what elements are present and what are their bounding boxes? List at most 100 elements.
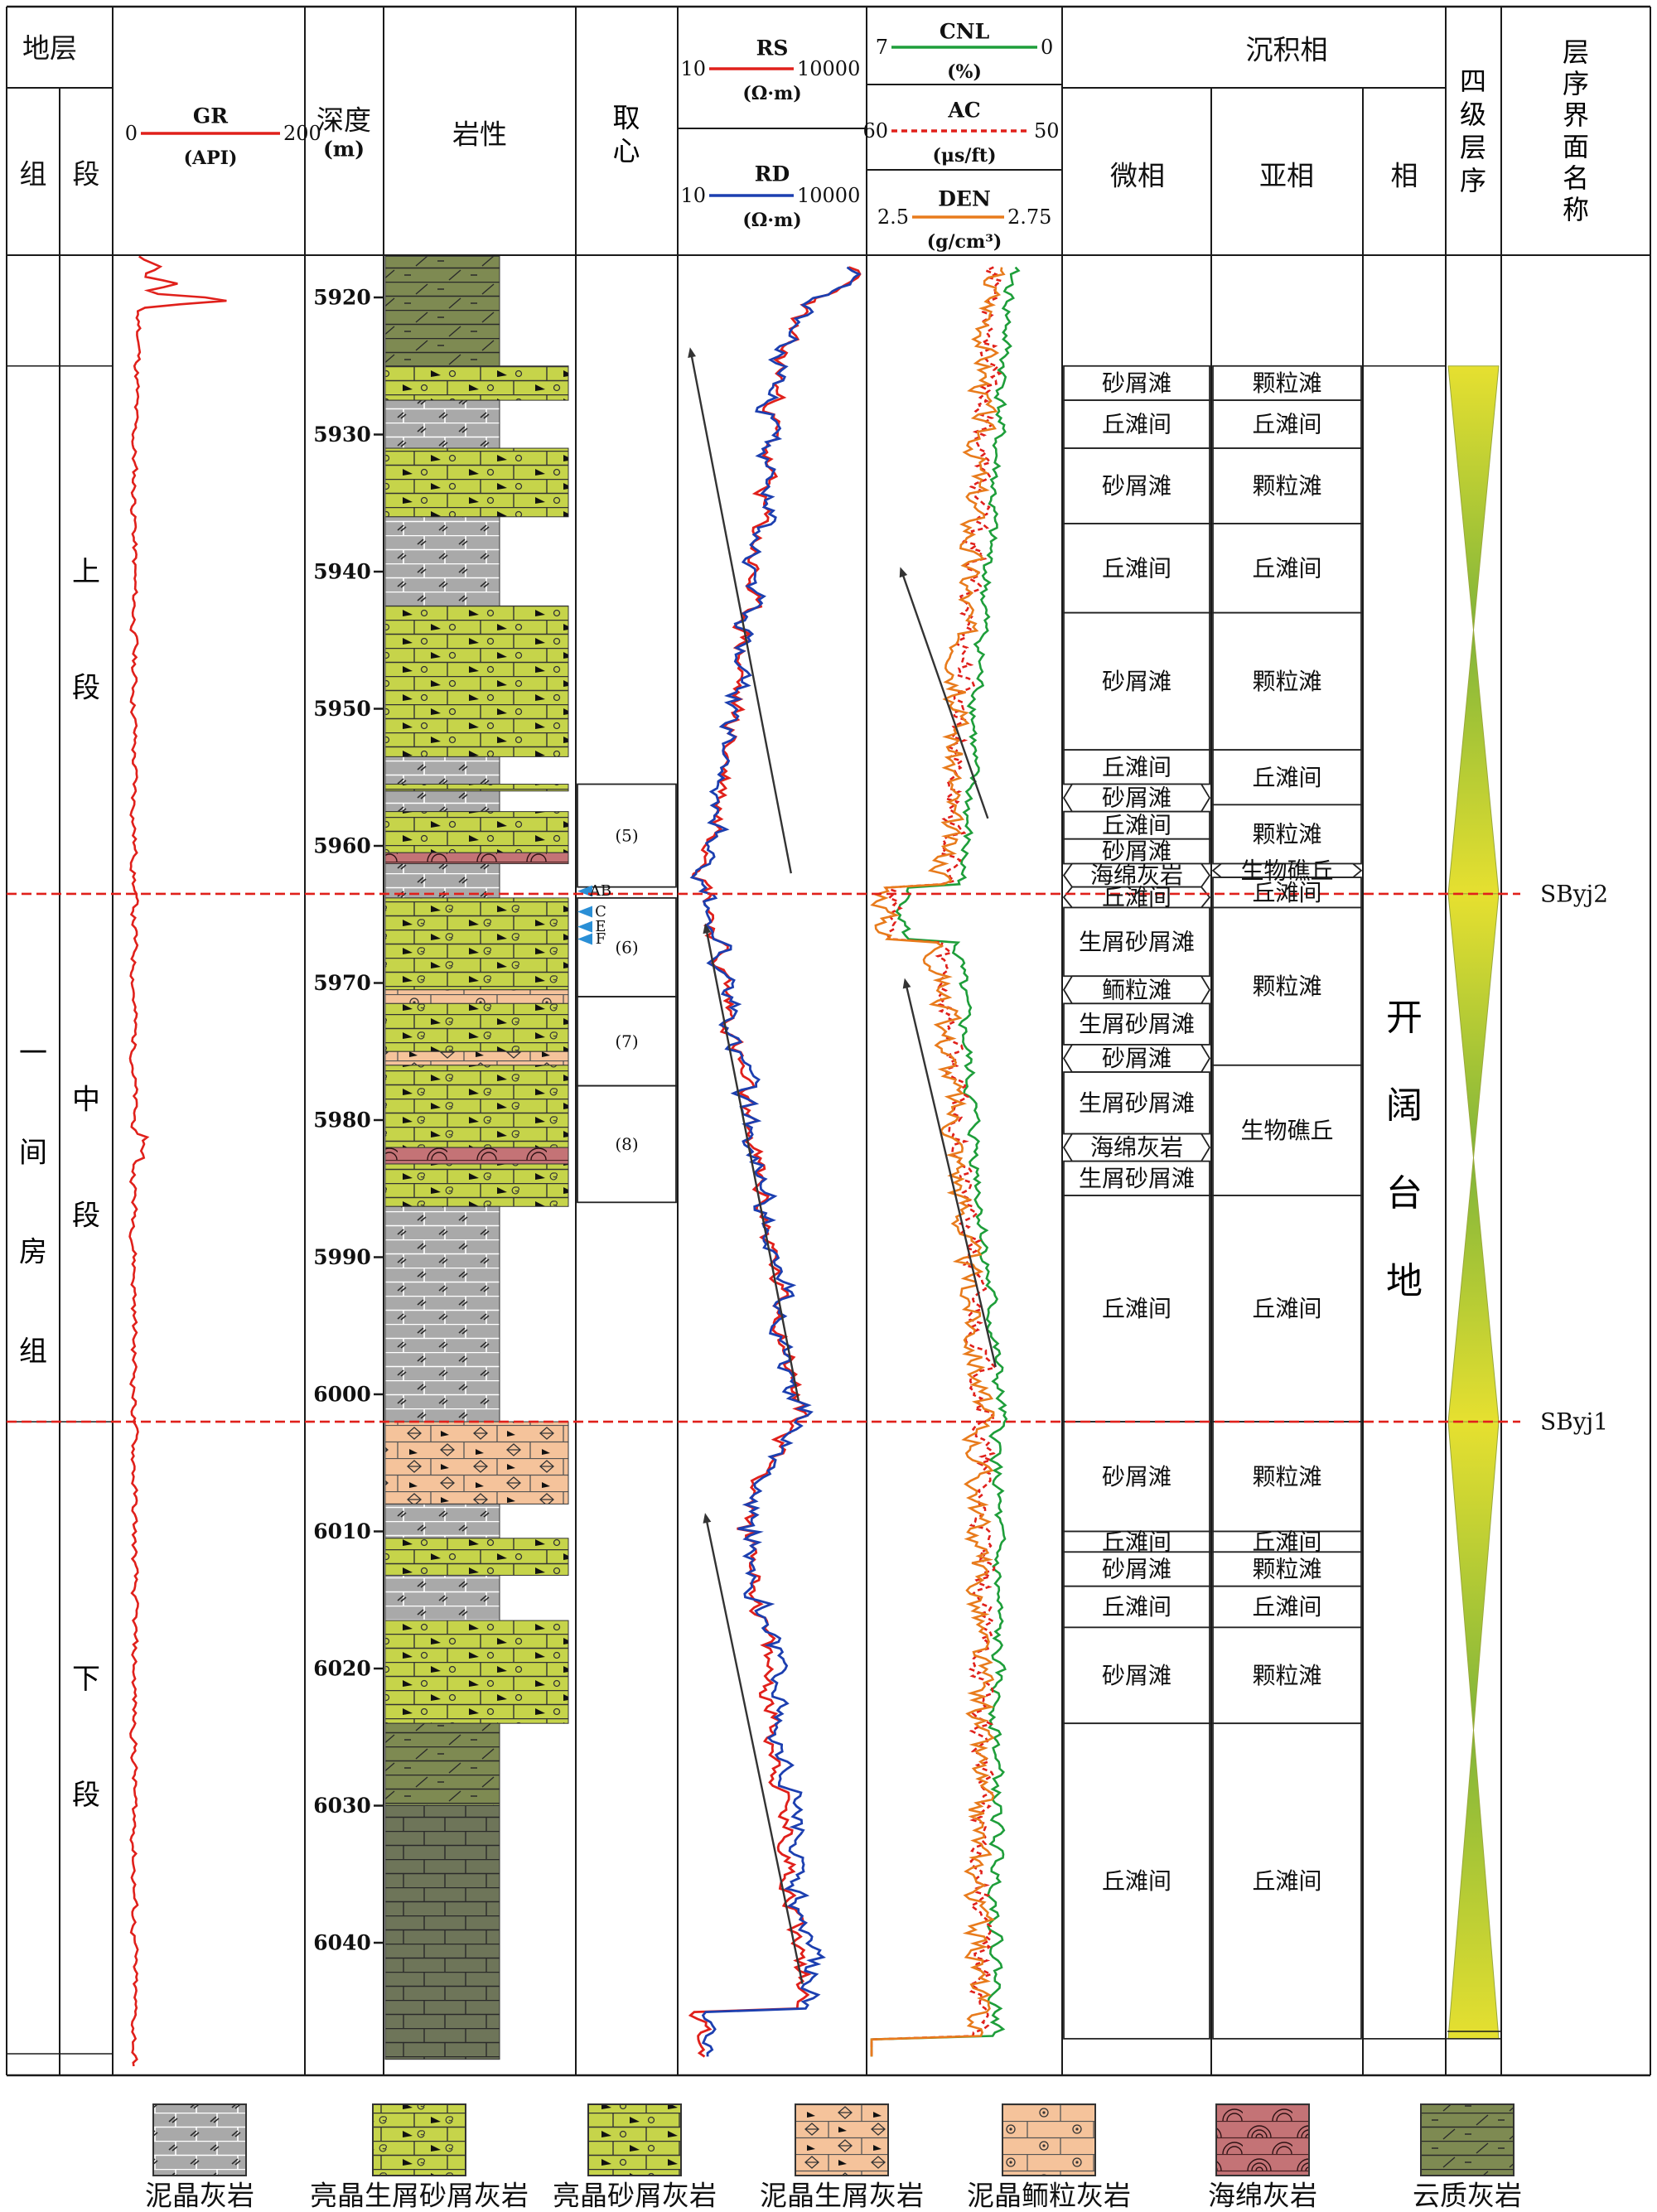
lithology-bed-micrite: [384, 516, 500, 606]
legend-label: 亮晶生屑砂屑灰岩: [310, 2180, 529, 2212]
depth-tick-label: 5940: [313, 560, 371, 584]
core-label: (8): [615, 1134, 638, 1154]
curve-max-ac: 50: [1034, 119, 1060, 142]
depth-tick-label: 5990: [313, 1245, 371, 1269]
core-label: (7): [615, 1031, 638, 1051]
lithology-bed-grainstone: [384, 1620, 569, 1724]
formation-name-char: 一: [19, 1036, 47, 1070]
lithology-bed-micrite: [384, 863, 500, 899]
member-name-char: 段: [72, 1200, 100, 1233]
curve-min-gr: 0: [125, 122, 138, 145]
curve-unit-gr: (API): [184, 147, 238, 169]
subfacies-label: 颗粒滩: [1252, 1463, 1321, 1490]
header-boundary-name-char: 称: [1563, 194, 1589, 225]
legend-swatch-micrite: [152, 2103, 247, 2176]
subfacies-label: 颗粒滩: [1252, 973, 1321, 1000]
lithology-bed-dolomitic_dark: [384, 1805, 500, 2060]
microfacies-label: 丘滩间: [1102, 884, 1171, 911]
depth-tick-label: 6040: [313, 1931, 371, 1955]
curve-unit-ac: (μs/ft): [933, 145, 997, 167]
subfacies-label: 丘滩间: [1252, 554, 1321, 582]
member-name-char: 中: [72, 1084, 100, 1117]
header-boundary-name-char: 界: [1563, 99, 1589, 131]
header-boundary-name-char: 名: [1563, 162, 1589, 194]
subfacies-cell: [1212, 749, 1362, 806]
trend-arrow: [902, 978, 997, 1368]
microfacies-label: 砂屑滩: [1102, 838, 1171, 865]
formation-name-char: 间: [19, 1136, 47, 1169]
core-label: (6): [615, 937, 638, 957]
lithology-bed-dolomitic: [384, 255, 500, 367]
subfacies-label: 颗粒滩: [1252, 1662, 1321, 1689]
den-curve: [870, 267, 1006, 2057]
ac-curve: [870, 266, 1004, 2057]
depth-tick-label: 6020: [313, 1657, 371, 1681]
header-stratum: 地层: [22, 32, 77, 65]
lithology-bed-bio_micrite: [384, 1050, 569, 1066]
sequence-cycle: [1447, 893, 1500, 1422]
curve-name-rd: RD: [755, 162, 790, 186]
lithology-bed-grainstone: [384, 365, 569, 401]
subfacies-cell: [1212, 611, 1362, 751]
lithology-bed-micrite: [384, 1205, 500, 1422]
microfacies-label: 丘滩间: [1102, 812, 1171, 839]
curve-min-ac: 60: [862, 119, 888, 142]
curve-min-rs: 10: [680, 57, 706, 80]
header-depth: 深度: [316, 104, 371, 137]
legend-label: 泥晶鲕粒灰岩: [967, 2180, 1131, 2212]
trend-arrow: [703, 1513, 804, 1984]
lithology-bed-dolomitic: [384, 1722, 500, 1806]
lithology-bed-oolite: [384, 989, 569, 1004]
curve-name-cnl: CNL: [940, 20, 990, 44]
subfacies-label: 丘滩间: [1252, 411, 1321, 438]
lithology-bed-micrite: [384, 1574, 500, 1621]
curve-unit-rs: (Ω·m): [742, 83, 801, 104]
facies-name-char: 台: [1386, 1172, 1423, 1215]
curve-unit-den: (g/cm³): [927, 231, 1002, 253]
legend-swatch-bio_micrite: [795, 2103, 889, 2176]
subfacies-label: 丘滩间: [1252, 879, 1321, 906]
header-coring: 取心: [613, 102, 640, 167]
sequence-cycle: [1447, 1421, 1500, 2040]
trend-arrow: [899, 567, 989, 819]
microfacies-cell: [1063, 1071, 1210, 1135]
core-sample-label: E: [595, 918, 606, 935]
core-interval: [577, 1084, 677, 1204]
microfacies-cell: [1063, 1722, 1210, 2040]
depth-tick-label: 5970: [313, 971, 371, 995]
header-coring-char: 心: [613, 135, 640, 167]
microfacies-cell: [1063, 1160, 1210, 1196]
header-lithology: 岩性: [452, 118, 507, 151]
lithology-bed-bio_grainstone: [384, 1163, 569, 1207]
microfacies-cell: [1063, 611, 1210, 751]
depth-tick-label: 6030: [313, 1794, 371, 1818]
header-facies: 沉积相: [1246, 34, 1328, 66]
subfacies-cell: [1212, 804, 1362, 865]
legend-swatch-dolomitic: [1420, 2103, 1514, 2176]
core-sample-label: C: [595, 903, 606, 920]
microfacies-label: 砂屑滩: [1102, 1045, 1171, 1072]
curve-max-cnl: 0: [1041, 36, 1053, 59]
core-sample-label: AB: [589, 882, 611, 900]
header-boundary-name-char: 层: [1563, 36, 1589, 68]
microfacies-cell: [1063, 1421, 1210, 1533]
microfacies-label: 生屑砂屑滩: [1079, 1089, 1195, 1117]
lithology-bed-micrite: [384, 1503, 500, 1539]
lithology-bed-grainstone: [384, 811, 569, 853]
legend-label: 亮晶砂屑灰岩: [553, 2180, 717, 2212]
formation-name-char: 组: [19, 1335, 47, 1368]
microfacies-label: 砂屑滩: [1102, 472, 1171, 500]
microfacies-cell: [1063, 1002, 1210, 1046]
microfacies-cell: [1063, 749, 1210, 785]
curve-name-rs: RS: [756, 36, 789, 60]
subfacies-cell: [1212, 1551, 1362, 1587]
microfacies-label: 生屑砂屑滩: [1079, 928, 1195, 955]
microfacies-label: 海绵灰岩: [1090, 862, 1183, 889]
header-boundary-name-char: 面: [1563, 131, 1589, 162]
curve-min-rd: 10: [680, 184, 706, 207]
sequence-boundary-name: SByj2: [1540, 880, 1608, 907]
header-formation: 组: [20, 158, 47, 191]
microfacies-cell: [1063, 906, 1210, 978]
